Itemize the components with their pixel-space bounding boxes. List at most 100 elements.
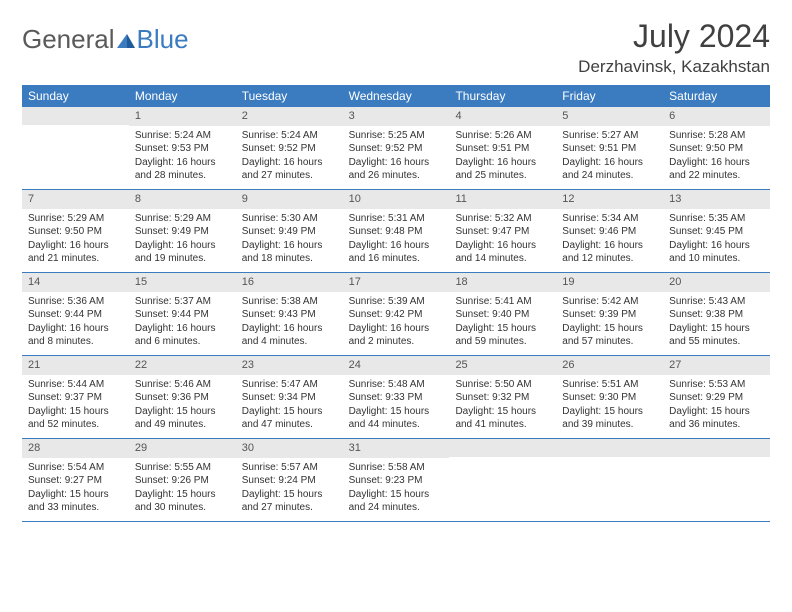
day-content: Sunrise: 5:29 AMSunset: 9:49 PMDaylight:… <box>129 209 236 272</box>
day-number: 30 <box>236 439 343 458</box>
title-block: July 2024 Derzhavinsk, Kazakhstan <box>578 18 770 77</box>
day-info-line: Sunset: 9:39 PM <box>562 308 657 322</box>
day-content: Sunrise: 5:47 AMSunset: 9:34 PMDaylight:… <box>236 375 343 438</box>
day-number: 18 <box>449 273 556 292</box>
day-cell: 17Sunrise: 5:39 AMSunset: 9:42 PMDayligh… <box>343 273 450 355</box>
day-info-line: Daylight: 16 hours and 8 minutes. <box>28 322 123 349</box>
day-cell: 1Sunrise: 5:24 AMSunset: 9:53 PMDaylight… <box>129 107 236 189</box>
day-info-line: Daylight: 15 hours and 57 minutes. <box>562 322 657 349</box>
day-info-line: Sunset: 9:38 PM <box>669 308 764 322</box>
day-cell: 13Sunrise: 5:35 AMSunset: 9:45 PMDayligh… <box>663 190 770 272</box>
day-cell: 27Sunrise: 5:53 AMSunset: 9:29 PMDayligh… <box>663 356 770 438</box>
day-number: 26 <box>556 356 663 375</box>
day-number: 17 <box>343 273 450 292</box>
day-info-line: Sunset: 9:50 PM <box>28 225 123 239</box>
day-content <box>556 457 663 466</box>
day-cell: 8Sunrise: 5:29 AMSunset: 9:49 PMDaylight… <box>129 190 236 272</box>
day-number: 29 <box>129 439 236 458</box>
day-content: Sunrise: 5:44 AMSunset: 9:37 PMDaylight:… <box>22 375 129 438</box>
day-info-line: Sunrise: 5:32 AM <box>455 212 550 226</box>
day-info-line: Daylight: 15 hours and 59 minutes. <box>455 322 550 349</box>
day-info-line: Sunset: 9:34 PM <box>242 391 337 405</box>
day-info-line: Sunrise: 5:42 AM <box>562 295 657 309</box>
day-info-line: Daylight: 15 hours and 33 minutes. <box>28 488 123 515</box>
day-info-line: Daylight: 16 hours and 16 minutes. <box>349 239 444 266</box>
day-info-line: Daylight: 16 hours and 28 minutes. <box>135 156 230 183</box>
day-info-line: Sunset: 9:32 PM <box>455 391 550 405</box>
day-cell <box>449 439 556 521</box>
day-info-line: Sunset: 9:51 PM <box>562 142 657 156</box>
day-info-line: Sunrise: 5:37 AM <box>135 295 230 309</box>
day-number: 22 <box>129 356 236 375</box>
day-content: Sunrise: 5:30 AMSunset: 9:49 PMDaylight:… <box>236 209 343 272</box>
day-content: Sunrise: 5:26 AMSunset: 9:51 PMDaylight:… <box>449 126 556 189</box>
day-headers-row: SundayMondayTuesdayWednesdayThursdayFrid… <box>22 85 770 107</box>
day-info-line: Sunrise: 5:35 AM <box>669 212 764 226</box>
day-info-line: Sunset: 9:43 PM <box>242 308 337 322</box>
day-cell: 5Sunrise: 5:27 AMSunset: 9:51 PMDaylight… <box>556 107 663 189</box>
location: Derzhavinsk, Kazakhstan <box>578 57 770 77</box>
day-info-line: Sunset: 9:49 PM <box>135 225 230 239</box>
day-number: 19 <box>556 273 663 292</box>
day-info-line: Sunrise: 5:28 AM <box>669 129 764 143</box>
day-content: Sunrise: 5:58 AMSunset: 9:23 PMDaylight:… <box>343 458 450 521</box>
day-header: Friday <box>556 85 663 107</box>
day-cell: 15Sunrise: 5:37 AMSunset: 9:44 PMDayligh… <box>129 273 236 355</box>
day-content: Sunrise: 5:38 AMSunset: 9:43 PMDaylight:… <box>236 292 343 355</box>
day-content: Sunrise: 5:25 AMSunset: 9:52 PMDaylight:… <box>343 126 450 189</box>
day-info-line: Daylight: 15 hours and 36 minutes. <box>669 405 764 432</box>
day-info-line: Sunset: 9:40 PM <box>455 308 550 322</box>
day-content: Sunrise: 5:29 AMSunset: 9:50 PMDaylight:… <box>22 209 129 272</box>
day-info-line: Daylight: 16 hours and 25 minutes. <box>455 156 550 183</box>
day-content: Sunrise: 5:53 AMSunset: 9:29 PMDaylight:… <box>663 375 770 438</box>
day-number: 14 <box>22 273 129 292</box>
day-content: Sunrise: 5:54 AMSunset: 9:27 PMDaylight:… <box>22 458 129 521</box>
day-cell: 14Sunrise: 5:36 AMSunset: 9:44 PMDayligh… <box>22 273 129 355</box>
day-info-line: Sunrise: 5:41 AM <box>455 295 550 309</box>
day-info-line: Sunset: 9:47 PM <box>455 225 550 239</box>
day-cell: 7Sunrise: 5:29 AMSunset: 9:50 PMDaylight… <box>22 190 129 272</box>
day-info-line: Daylight: 16 hours and 14 minutes. <box>455 239 550 266</box>
day-info-line: Sunrise: 5:51 AM <box>562 378 657 392</box>
day-content: Sunrise: 5:48 AMSunset: 9:33 PMDaylight:… <box>343 375 450 438</box>
day-number: 8 <box>129 190 236 209</box>
day-content: Sunrise: 5:51 AMSunset: 9:30 PMDaylight:… <box>556 375 663 438</box>
week-row: 7Sunrise: 5:29 AMSunset: 9:50 PMDaylight… <box>22 190 770 273</box>
day-cell: 19 Sunrise: 5:42 AMSunset: 9:39 PMDayligh… <box>556 273 663 355</box>
day-info-line: Daylight: 15 hours and 49 minutes. <box>135 405 230 432</box>
day-cell: 2Sunrise: 5:24 AMSunset: 9:52 PMDaylight… <box>236 107 343 189</box>
day-info-line: Sunrise: 5:34 AM <box>562 212 657 226</box>
day-number: 9 <box>236 190 343 209</box>
day-cell: 22Sunrise: 5:46 AMSunset: 9:36 PMDayligh… <box>129 356 236 438</box>
day-info-line: Daylight: 15 hours and 30 minutes. <box>135 488 230 515</box>
day-header: Monday <box>129 85 236 107</box>
day-content: Sunrise: 5:39 AMSunset: 9:42 PMDaylight:… <box>343 292 450 355</box>
day-info-line: Sunrise: 5:58 AM <box>349 461 444 475</box>
day-cell: 30Sunrise: 5:57 AMSunset: 9:24 PMDayligh… <box>236 439 343 521</box>
day-number: 6 <box>663 107 770 126</box>
day-number: 31 <box>343 439 450 458</box>
day-info-line: Sunrise: 5:50 AM <box>455 378 550 392</box>
day-info-line: Daylight: 16 hours and 27 minutes. <box>242 156 337 183</box>
day-content: Sunrise: 5:24 AMSunset: 9:53 PMDaylight:… <box>129 126 236 189</box>
day-info-line: Sunset: 9:49 PM <box>242 225 337 239</box>
day-content: Sunrise: 5:31 AMSunset: 9:48 PMDaylight:… <box>343 209 450 272</box>
day-content: Sunrise: 5:32 AMSunset: 9:47 PMDaylight:… <box>449 209 556 272</box>
day-number <box>556 439 663 457</box>
day-info-line: Sunrise: 5:36 AM <box>28 295 123 309</box>
day-cell: 21Sunrise: 5:44 AMSunset: 9:37 PMDayligh… <box>22 356 129 438</box>
day-info-line: Sunrise: 5:57 AM <box>242 461 337 475</box>
day-header: Wednesday <box>343 85 450 107</box>
day-content: Sunrise: 5:34 AMSunset: 9:46 PMDaylight:… <box>556 209 663 272</box>
day-number: 10 <box>343 190 450 209</box>
day-info-line: Sunset: 9:52 PM <box>242 142 337 156</box>
week-row: 28Sunrise: 5:54 AMSunset: 9:27 PMDayligh… <box>22 439 770 522</box>
day-info-line: Daylight: 15 hours and 24 minutes. <box>349 488 444 515</box>
day-content <box>22 125 129 134</box>
day-info-line: Sunrise: 5:53 AM <box>669 378 764 392</box>
day-cell: 29Sunrise: 5:55 AMSunset: 9:26 PMDayligh… <box>129 439 236 521</box>
day-info-line: Sunset: 9:24 PM <box>242 474 337 488</box>
day-number: 15 <box>129 273 236 292</box>
day-cell: 26Sunrise: 5:51 AMSunset: 9:30 PMDayligh… <box>556 356 663 438</box>
day-content: Sunrise: 5:35 AMSunset: 9:45 PMDaylight:… <box>663 209 770 272</box>
